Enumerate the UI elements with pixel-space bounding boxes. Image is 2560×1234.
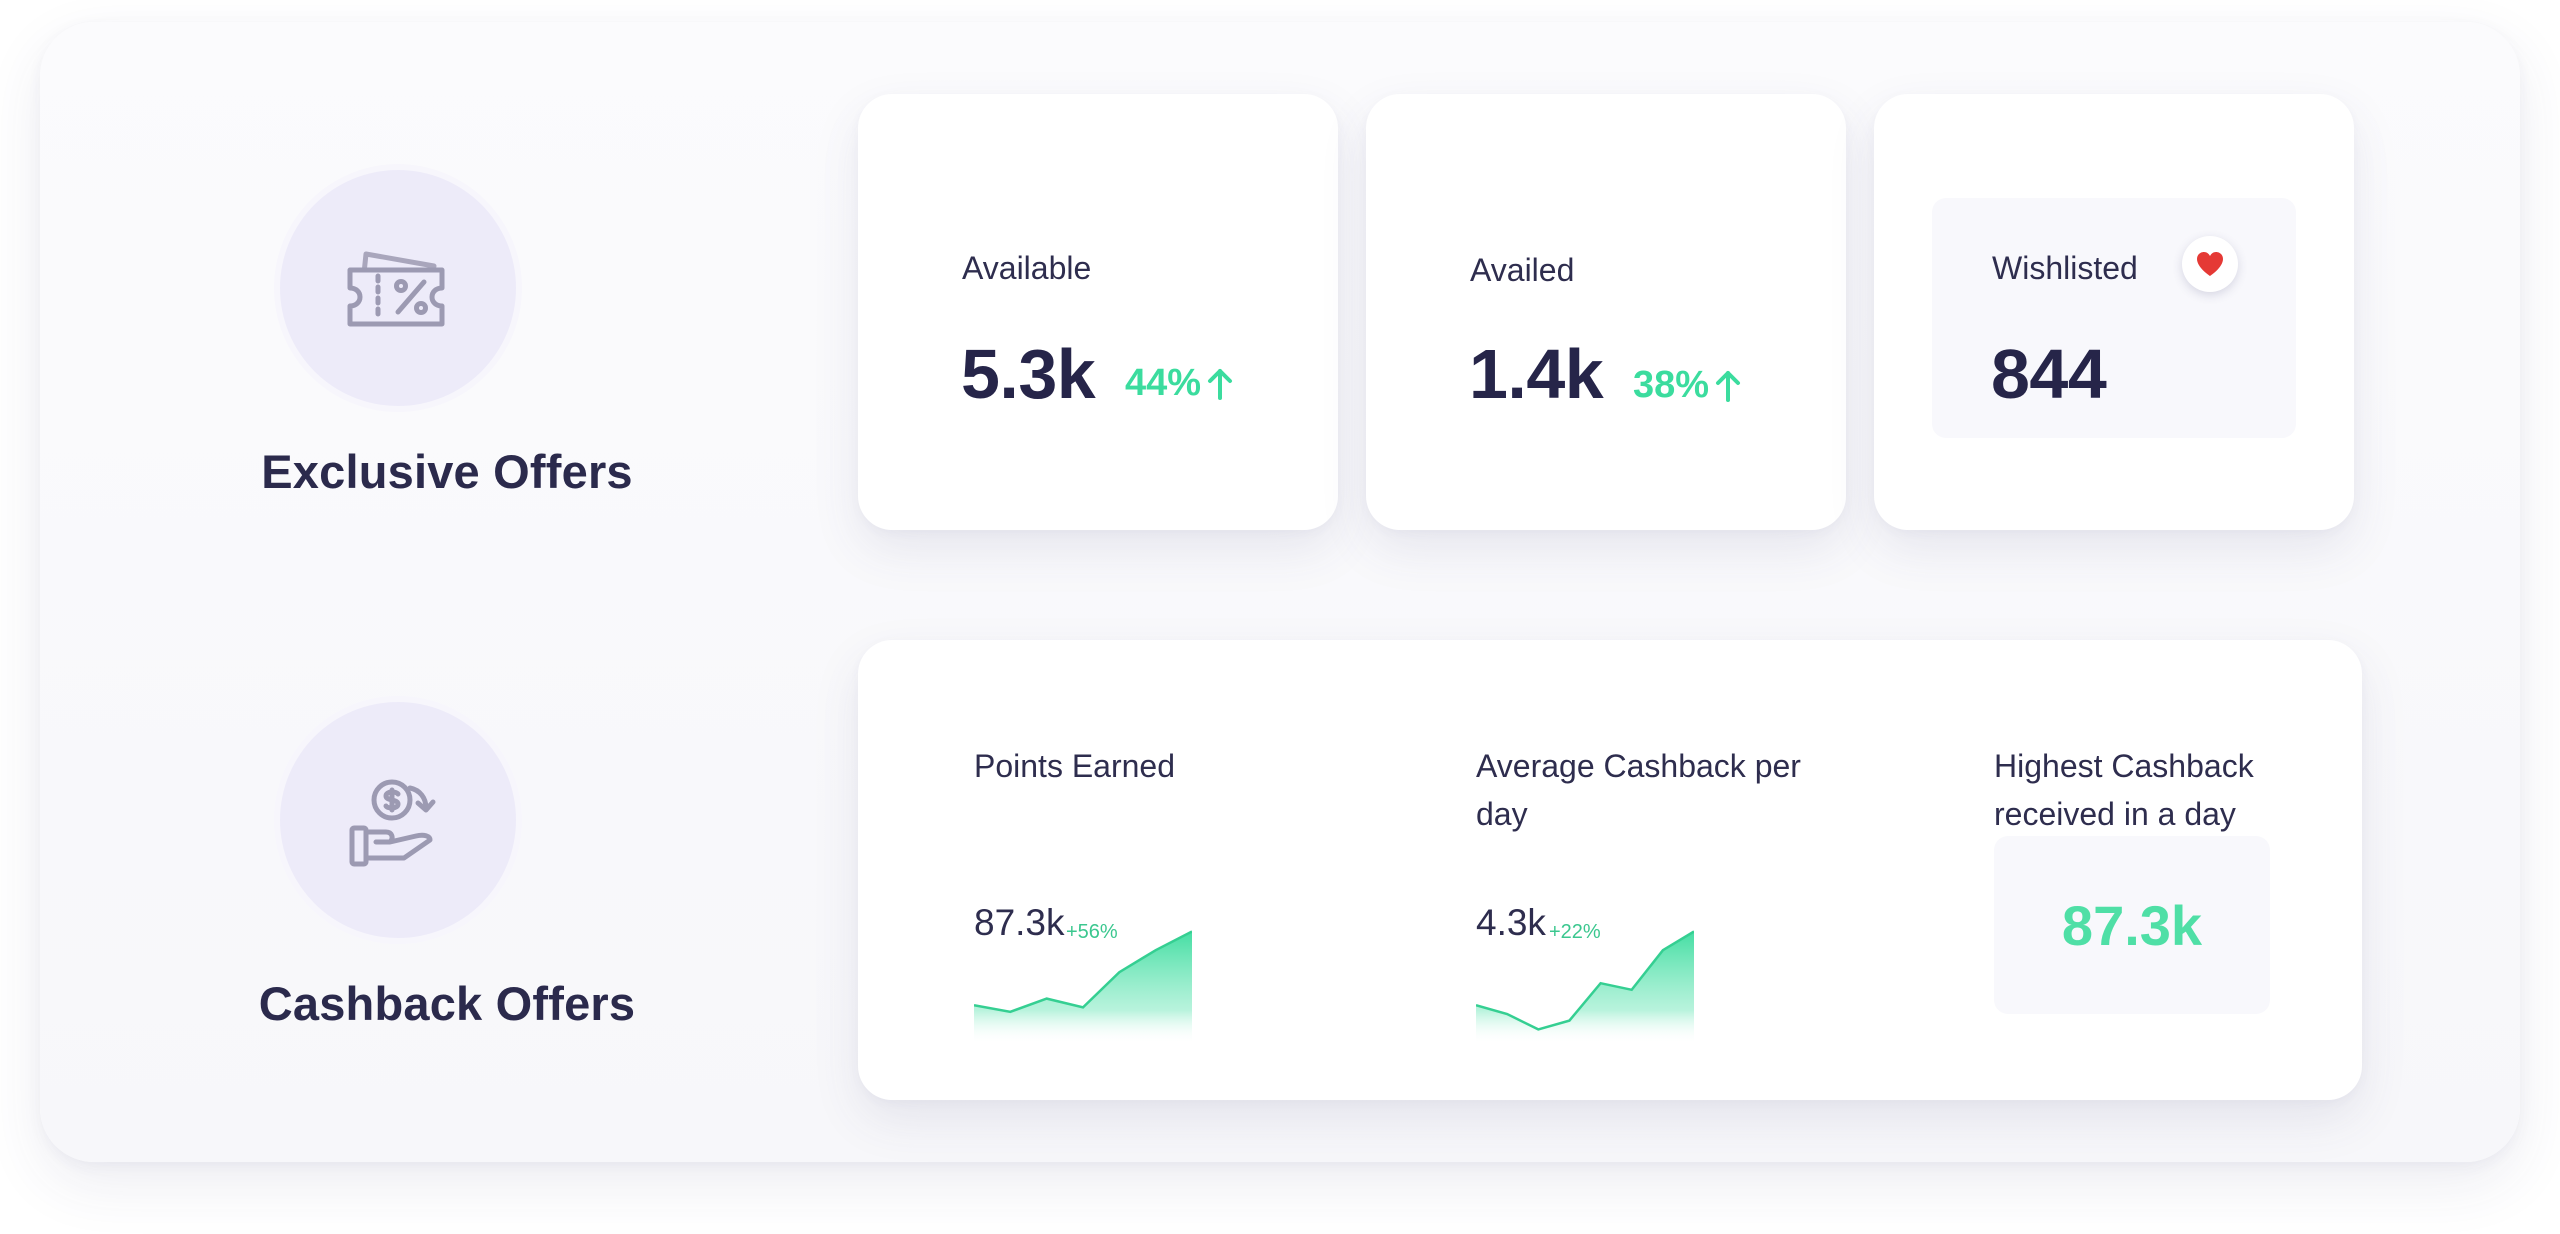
available-label: Available	[962, 250, 1092, 286]
average-cashback-value: 4.3k	[1476, 902, 1546, 943]
wishlisted-card[interactable]: Wishlisted 844	[1874, 94, 2354, 530]
available-change: 44%	[1125, 362, 1233, 405]
wishlisted-highlight	[1932, 198, 2296, 438]
sparkline-line	[1476, 930, 1694, 1031]
cashback-metrics-card: Points Earned 87.3k +56% Average Cashbac…	[858, 640, 2362, 1100]
highest-cashback-value: 87.3k	[2061, 893, 2203, 957]
average-cashback-change: +22%	[1549, 921, 1601, 943]
points-earned-label: Points Earned	[974, 748, 1176, 784]
sparkline-area	[974, 931, 1192, 1044]
available-change-value: 44%	[1125, 362, 1202, 404]
availed-card[interactable]: Availed 1.4k 38%	[1366, 94, 1846, 530]
wishlisted-label: Wishlisted	[1992, 250, 2138, 286]
wishlisted-value: 844	[1991, 335, 2107, 413]
heart-icon	[2197, 252, 2223, 276]
arrow-up-icon	[1208, 368, 1233, 400]
cashback-offers-icon-circle	[280, 702, 516, 938]
exclusive-offers-title: Exclusive Offers	[261, 445, 633, 498]
exclusive-offers-icon-circle	[280, 170, 516, 406]
highest-cashback-box: 87.3k	[1994, 836, 2270, 1014]
hand-coin-icon	[349, 779, 436, 867]
availed-change-value: 38%	[1633, 364, 1710, 406]
offers-summary-panel: Exclusive Offers Available 5.3k 44% Avai…	[40, 22, 2520, 1162]
cashback-offers-title: Cashback Offers	[258, 977, 636, 1030]
points-earned-sparkline	[974, 930, 1192, 1044]
discount-ticket-icon	[347, 251, 445, 327]
wishlist-heart-button[interactable]	[2182, 236, 2238, 292]
points-earned-value: 87.3k	[974, 902, 1065, 943]
arrow-up-icon	[1716, 370, 1741, 402]
available-card[interactable]: Available 5.3k 44%	[858, 94, 1338, 530]
highest-cashback-label: Highest Cashback received in a day	[1994, 748, 2254, 832]
average-cashback-label: Average Cashback per day	[1476, 748, 1801, 832]
availed-change: 38%	[1633, 364, 1741, 407]
sparkline-area	[1476, 931, 1694, 1044]
availed-label: Availed	[1470, 252, 1575, 288]
average-cashback-sparkline	[1476, 930, 1694, 1044]
sparkline-line	[974, 930, 1192, 1014]
availed-value: 1.4k	[1469, 335, 1604, 413]
available-value: 5.3k	[961, 335, 1096, 413]
points-earned-change: +56%	[1066, 921, 1118, 943]
